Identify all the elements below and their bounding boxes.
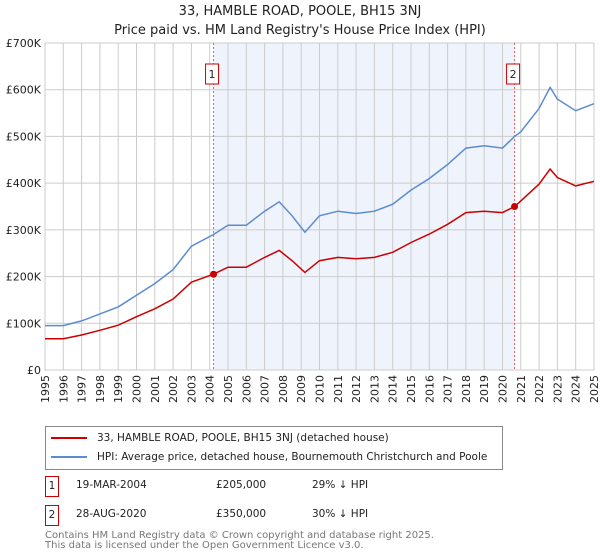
sale-label-box — [506, 63, 521, 85]
footer-line-1: Contains HM Land Registry data © Crown c… — [45, 530, 434, 541]
x-tick-label: 2008 — [277, 375, 290, 403]
x-tick-label: 2020 — [497, 375, 510, 403]
x-tick-label: 1999 — [112, 375, 125, 403]
plot-border — [44, 42, 595, 371]
x-tick-label: 2022 — [533, 375, 546, 403]
transaction-badge: 1 — [45, 476, 59, 497]
x-tick-label: 2013 — [368, 375, 381, 403]
legend-blue-line — [51, 456, 87, 458]
sale-point — [511, 203, 519, 210]
x-tick-label: 2015 — [405, 375, 418, 403]
transaction-hpi: 30% ↓ HPI — [312, 508, 369, 520]
x-tick-label: 2024 — [570, 375, 583, 403]
chart-title: 33, HAMBLE ROAD, POOLE, BH15 3NJ — [178, 4, 422, 19]
x-tick-label: 1997 — [76, 375, 89, 403]
x-tick-label: 2016 — [423, 375, 436, 403]
sale-label-box — [205, 63, 220, 85]
transaction-row: 2 28-AUG-2020 £350,000 30% ↓ HPI — [45, 505, 445, 526]
sale-label: 1 — [209, 68, 216, 81]
x-tick-label: 2003 — [185, 375, 198, 403]
x-tick-label: 2010 — [314, 375, 327, 403]
x-tick-label: 2017 — [442, 375, 455, 403]
footer-line-2: This data is licensed under the Open Gov… — [45, 540, 364, 551]
legend-blue-label: HPI: Average price, detached house, Bour… — [97, 451, 488, 463]
x-tick-label: 2000 — [131, 375, 144, 403]
transaction-price: £350,000 — [216, 508, 267, 520]
footer: Contains HM Land Registry data © Crown c… — [45, 531, 434, 551]
x-tick-label: 2005 — [222, 375, 235, 403]
x-tick-label: 1995 — [39, 375, 52, 403]
y-tick-label: £200K — [6, 271, 42, 284]
y-tick-label: £300K — [6, 224, 42, 237]
x-tick-label: 2006 — [240, 375, 253, 403]
sale-label: 2 — [510, 68, 517, 81]
x-tick-label: 2014 — [387, 375, 400, 403]
transaction-row: 1 19-MAR-2004 £205,000 29% ↓ HPI — [45, 476, 445, 497]
y-tick-label: £700K — [6, 37, 42, 50]
x-tick-label: 2021 — [515, 375, 528, 403]
x-tick-label: 2007 — [259, 375, 272, 403]
legend-red-line — [51, 437, 87, 439]
x-tick-label: 2018 — [460, 375, 473, 403]
transaction-date: 19-MAR-2004 — [76, 479, 147, 491]
transaction-date: 28-AUG-2020 — [76, 508, 147, 520]
x-tick-label: 1998 — [94, 375, 107, 403]
x-tick-label: 2011 — [332, 375, 345, 403]
x-tick-label: 2012 — [350, 375, 363, 403]
transaction-price: £205,000 — [216, 479, 267, 491]
shaded-region — [213, 43, 515, 370]
x-tick-label: 1996 — [57, 375, 70, 403]
hpi-line — [45, 85, 595, 327]
x-tick-label: 2009 — [295, 375, 308, 403]
x-tick-label: 2023 — [551, 375, 564, 403]
y-tick-label: £0 — [27, 364, 41, 377]
price-paid-line — [45, 167, 595, 340]
legend-red-label: 33, HAMBLE ROAD, POOLE, BH15 3NJ (detach… — [97, 432, 389, 444]
y-tick-label: £500K — [6, 130, 42, 143]
y-tick-label: £600K — [6, 84, 42, 97]
x-tick-label: 2002 — [167, 375, 180, 403]
x-tick-label: 2004 — [204, 375, 217, 403]
x-tick-label: 2025 — [588, 375, 600, 403]
transaction-hpi: 29% ↓ HPI — [312, 479, 369, 491]
chart-subtitle: Price paid vs. HM Land Registry's House … — [114, 23, 486, 38]
x-tick-label: 2019 — [478, 375, 491, 403]
legend: 33, HAMBLE ROAD, POOLE, BH15 3NJ (detach… — [45, 426, 503, 470]
chart-plot: 1995 1996 1997 1998 1999 2000 2001 2002 2003 2004… — [6, 37, 600, 403]
y-tick-label: £100K — [6, 317, 42, 330]
y-tick-label: £400K — [6, 177, 42, 190]
sale-point — [210, 270, 218, 278]
transaction-badge: 2 — [45, 505, 59, 526]
x-tick-label: 2001 — [149, 375, 162, 403]
